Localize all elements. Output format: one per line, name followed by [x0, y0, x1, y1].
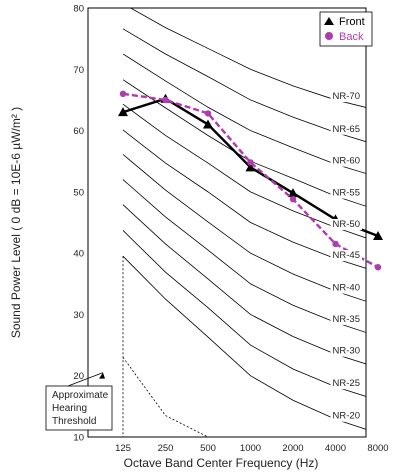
nr-label-bg-nr-60: [330, 155, 362, 167]
nr-label-nr-40: NR-40: [333, 283, 360, 294]
legend-box: [319, 11, 373, 47]
point-front: [373, 230, 383, 240]
y-tick-label: 20: [73, 371, 84, 382]
x-axis-title: Octave Band Center Frequency (Hz): [124, 456, 319, 470]
point-front: [118, 107, 128, 117]
nr-label-bg-nr-30: [330, 345, 362, 357]
legend: Front Back: [319, 11, 373, 47]
nr-label-bg-nr-70: [330, 91, 362, 103]
y-axis-ticks: 10 20 30 40 50 60 70 80: [73, 4, 84, 444]
nr-label-nr-50: NR-50: [333, 219, 360, 230]
nr-curve-nr-25: [122, 230, 366, 397]
nr-label-bg-nr-25: [330, 378, 362, 390]
x-tick-label: 2000: [282, 443, 303, 454]
nr-curve-nr-50: [122, 103, 366, 239]
threshold-curve: [122, 357, 211, 437]
nr-label-bg-nr-40: [330, 282, 362, 294]
nr-label-nr-45: NR-45: [333, 250, 360, 261]
point-front: [245, 162, 256, 172]
x-tick-label: 500: [200, 443, 216, 454]
y-tick-label: 70: [73, 65, 84, 76]
point-back: [119, 90, 127, 98]
point-front: [203, 119, 213, 129]
threshold-annotation: Approximate Hearing Threshold: [45, 372, 113, 431]
nr-curve-nr-40: [122, 154, 366, 302]
point-back: [374, 264, 382, 271]
annotation-arrowhead: [99, 372, 105, 379]
annotation-box: [45, 385, 113, 431]
nr-curve-nr-60: [122, 53, 366, 174]
point-back: [289, 196, 297, 203]
point-back: [247, 159, 254, 166]
y-axis-title: Sound Power Level ( 0 dB = 10E-6 µW/m² ): [9, 107, 23, 338]
y-tick-label: 40: [73, 249, 84, 260]
nr-label-bg-nr-55: [330, 187, 362, 199]
nr-label-nr-30: NR-30: [333, 346, 360, 357]
annotation-line-1: Approximate: [52, 390, 109, 401]
nr-label-nr-55: NR-55: [333, 188, 360, 199]
nr-label-bg-nr-45: [330, 250, 362, 262]
nr-label-nr-25: NR-25: [333, 378, 360, 389]
x-tick-label: 8000: [367, 443, 388, 454]
nr-curves: [122, 8, 366, 430]
nr-label-bg-nr-35: [330, 313, 362, 325]
x-tick-label: 1000: [240, 443, 261, 454]
point-back: [162, 96, 169, 104]
plot-frame: [87, 7, 367, 438]
legend-back-marker: [325, 32, 333, 40]
nr-curve-nr-55: [122, 79, 366, 207]
nr-label-bg-nr-65: [330, 123, 362, 135]
y-tick-label: 50: [73, 187, 84, 198]
series-line-back: [122, 92, 379, 269]
nr-label-bg-nr-20: [330, 410, 362, 422]
nr-label-bg-nr-50: [330, 218, 362, 230]
nr-curve-nr-70: [129, 8, 366, 108]
legend-back-label: Back: [339, 31, 364, 43]
annotation-line-2: Hearing: [52, 403, 87, 414]
x-tick-label: 250: [158, 443, 174, 454]
y-tick-label: 80: [73, 4, 84, 15]
y-tick-label: 10: [73, 433, 84, 444]
nr-curve-nr-35: [122, 179, 366, 333]
annotation-line-3: Threshold: [52, 416, 96, 427]
y-tick-label: 30: [73, 310, 84, 321]
x-axis-ticks: 125 250 500 1000 2000 4000 8000: [115, 443, 389, 454]
nr-curve-nr-65: [122, 28, 366, 143]
data-series: [118, 90, 383, 271]
hearing-threshold: [122, 256, 211, 437]
point-front: [288, 188, 298, 198]
nr-curve-nr-30: [122, 204, 366, 365]
nr-label-nr-35: NR-35: [333, 314, 360, 325]
point-back: [204, 110, 212, 117]
legend-front-label: Front: [339, 16, 365, 28]
point-back: [332, 240, 339, 248]
x-tick-label: 125: [115, 443, 131, 454]
annotation-arrow: [67, 372, 104, 387]
x-tick-label: 4000: [325, 443, 346, 454]
nr-curve-nr-45: [122, 129, 366, 269]
nr-label-nr-65: NR-65: [333, 124, 360, 135]
nr-curve-nr-20: [122, 255, 366, 430]
legend-front-marker: [324, 17, 334, 25]
nr-label-nr-70: NR-70: [333, 91, 360, 102]
y-tick-label: 60: [73, 126, 84, 137]
nr-label-nr-60: NR-60: [333, 156, 360, 167]
nr-label-nr-20: NR-20: [333, 411, 360, 422]
